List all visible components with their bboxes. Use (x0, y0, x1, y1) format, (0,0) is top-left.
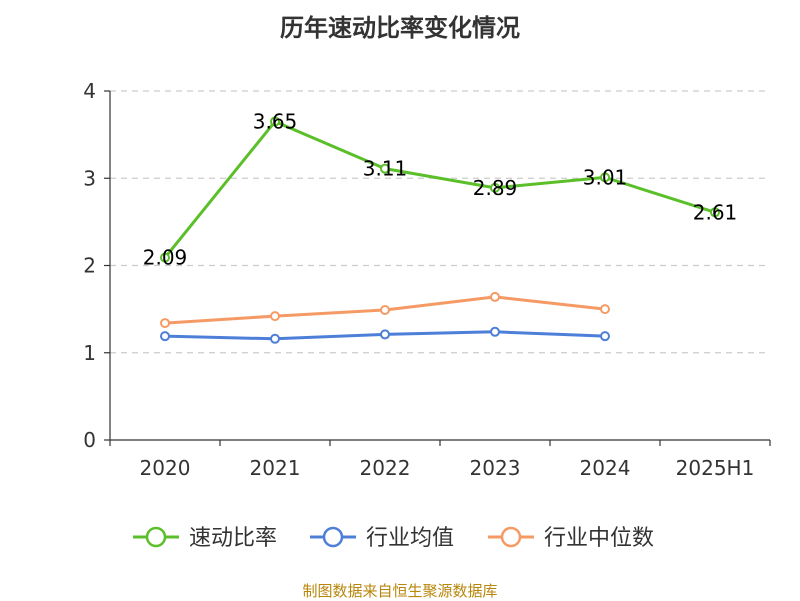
x-tick-label: 2021 (250, 456, 301, 480)
legend: 速动比率 行业均值 行业中位数 (133, 526, 654, 551)
data-point (380, 304, 390, 315)
data-label: 2.09 (143, 246, 188, 270)
data-point (270, 116, 280, 127)
legend-marker (145, 526, 167, 548)
y-tick-label: 1 (83, 341, 96, 365)
data-label: 3.65 (253, 110, 298, 134)
data-point (600, 331, 610, 342)
source-note: 制图数据来自恒生聚源数据库 (302, 582, 498, 600)
x-tick-label: 2020 (140, 456, 191, 480)
data-point (380, 163, 390, 174)
data-point (490, 291, 500, 302)
x-tick-label: 2025H1 (676, 456, 755, 480)
data-labels: 2.09 3.65 3.11 2.89 3.01 2.61 (143, 110, 738, 270)
data-point (380, 329, 390, 340)
legend-label: 速动比率 (189, 526, 277, 551)
data-point (490, 326, 500, 337)
y-tick-label: 4 (83, 79, 96, 103)
y-tick-label: 3 (83, 166, 96, 190)
data-point (710, 207, 720, 218)
x-tick-label: 2023 (470, 456, 521, 480)
grid-lines (110, 90, 770, 354)
data-label: 2.89 (473, 176, 518, 200)
data-point (490, 182, 500, 193)
data-point (160, 252, 170, 263)
legend-marker (500, 526, 522, 548)
data-label: 2.61 (693, 200, 738, 224)
data-point (270, 311, 280, 322)
y-tick-label: 2 (83, 254, 96, 278)
data-point (600, 172, 610, 183)
data-point (160, 331, 170, 342)
data-point (270, 333, 280, 344)
y-tick-label: 0 (83, 428, 96, 452)
data-label: 3.11 (363, 157, 408, 181)
data-point (600, 304, 610, 315)
data-point (160, 318, 170, 329)
x-tick-label: 2022 (360, 456, 411, 480)
series-line-0 (163, 120, 716, 259)
legend-label: 行业均值 (366, 526, 454, 551)
legend-label: 行业中位数 (544, 526, 654, 551)
chart-title: 历年速动比率变化情况 (280, 14, 520, 42)
axes: 0 1 2 3 4 2020 2021 2022 2023 2024 2025H1 (83, 79, 771, 480)
legend-marker (322, 526, 344, 548)
data-label: 3.01 (583, 165, 628, 189)
series-lines (160, 116, 720, 344)
x-tick-label: 2024 (580, 456, 631, 480)
